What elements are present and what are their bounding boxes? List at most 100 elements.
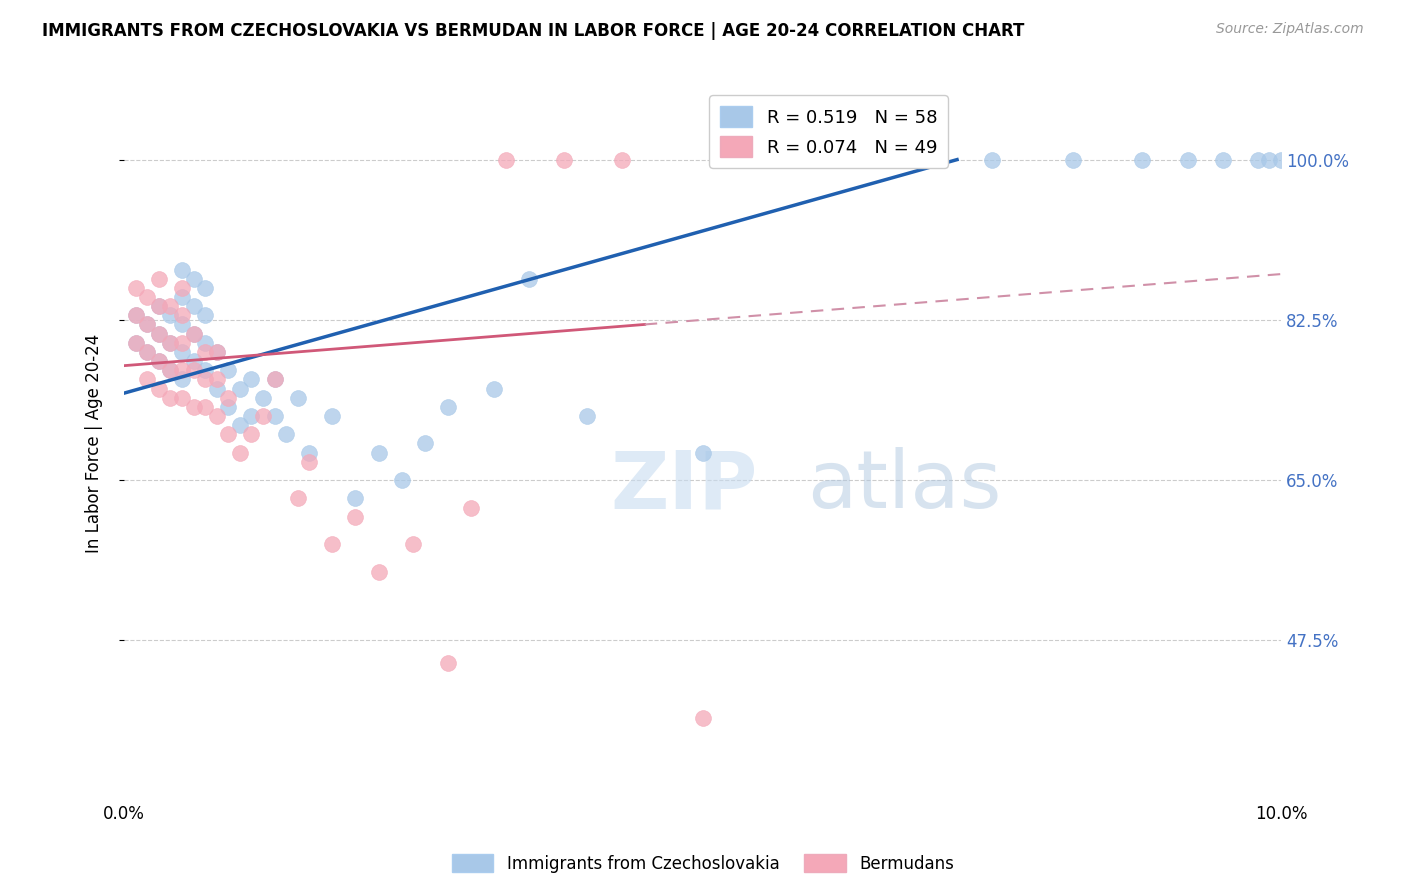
Point	[1212, 153, 1234, 167]
Point	[170, 363, 193, 377]
Legend: R = 0.519   N = 58, R = 0.074   N = 49: R = 0.519 N = 58, R = 0.074 N = 49	[709, 95, 948, 168]
Point	[159, 308, 181, 322]
Point	[610, 153, 633, 167]
Point	[170, 290, 193, 304]
Point	[321, 537, 343, 551]
Point	[159, 363, 181, 377]
Point	[252, 409, 274, 423]
Point	[159, 335, 181, 350]
Point	[170, 318, 193, 332]
Point	[159, 335, 181, 350]
Point	[865, 153, 887, 167]
Point	[183, 326, 205, 341]
Point	[205, 345, 228, 359]
Point	[783, 153, 806, 167]
Point	[170, 262, 193, 277]
Text: Source: ZipAtlas.com: Source: ZipAtlas.com	[1216, 22, 1364, 37]
Point	[391, 473, 413, 487]
Text: IMMIGRANTS FROM CZECHOSLOVAKIA VS BERMUDAN IN LABOR FORCE | AGE 20-24 CORRELATIO: IMMIGRANTS FROM CZECHOSLOVAKIA VS BERMUD…	[42, 22, 1025, 40]
Point	[125, 308, 148, 322]
Point	[148, 299, 170, 313]
Point	[170, 391, 193, 405]
Point	[460, 500, 482, 515]
Point	[1177, 153, 1199, 167]
Point	[205, 372, 228, 386]
Point	[263, 372, 285, 386]
Point	[136, 290, 159, 304]
Point	[1270, 153, 1292, 167]
Point	[159, 391, 181, 405]
Point	[194, 281, 217, 295]
Point	[159, 299, 181, 313]
Y-axis label: In Labor Force | Age 20-24: In Labor Force | Age 20-24	[86, 334, 103, 553]
Point	[240, 427, 263, 442]
Point	[298, 445, 321, 459]
Point	[148, 354, 170, 368]
Point	[217, 400, 239, 414]
Point	[125, 335, 148, 350]
Point	[263, 372, 285, 386]
Point	[170, 308, 193, 322]
Point	[136, 318, 159, 332]
Point	[148, 326, 170, 341]
Point	[298, 455, 321, 469]
Point	[183, 271, 205, 285]
Point	[183, 326, 205, 341]
Point	[367, 445, 389, 459]
Point	[183, 354, 205, 368]
Point	[170, 372, 193, 386]
Point	[1130, 153, 1153, 167]
Point	[125, 335, 148, 350]
Point	[125, 308, 148, 322]
Point	[240, 409, 263, 423]
Point	[553, 153, 575, 167]
Point	[217, 391, 239, 405]
Point	[136, 372, 159, 386]
Point	[183, 299, 205, 313]
Point	[148, 271, 170, 285]
Point	[252, 391, 274, 405]
Point	[125, 281, 148, 295]
Point	[263, 409, 285, 423]
Point	[194, 400, 217, 414]
Point	[159, 363, 181, 377]
Point	[148, 326, 170, 341]
Point	[287, 391, 309, 405]
Point	[229, 445, 252, 459]
Text: atlas: atlas	[807, 448, 1001, 525]
Point	[194, 335, 217, 350]
Point	[136, 318, 159, 332]
Point	[136, 345, 159, 359]
Point	[170, 335, 193, 350]
Point	[183, 363, 205, 377]
Point	[148, 299, 170, 313]
Point	[205, 409, 228, 423]
Point	[229, 382, 252, 396]
Point	[1247, 153, 1270, 167]
Point	[495, 153, 517, 167]
Point	[922, 153, 945, 167]
Point	[714, 153, 737, 167]
Point	[183, 400, 205, 414]
Point	[194, 363, 217, 377]
Legend: Immigrants from Czechoslovakia, Bermudans: Immigrants from Czechoslovakia, Bermudan…	[446, 847, 960, 880]
Point	[205, 345, 228, 359]
Point	[217, 427, 239, 442]
Point	[229, 418, 252, 433]
Point	[287, 491, 309, 506]
Point	[692, 711, 714, 725]
Point	[217, 363, 239, 377]
Point	[148, 382, 170, 396]
Point	[344, 509, 367, 524]
Point	[344, 491, 367, 506]
Point	[205, 382, 228, 396]
Point	[240, 372, 263, 386]
Point	[321, 409, 343, 423]
Point	[170, 345, 193, 359]
Point	[437, 400, 460, 414]
Point	[367, 565, 389, 579]
Point	[1062, 153, 1084, 167]
Point	[980, 153, 1002, 167]
Point	[484, 382, 506, 396]
Point	[136, 345, 159, 359]
